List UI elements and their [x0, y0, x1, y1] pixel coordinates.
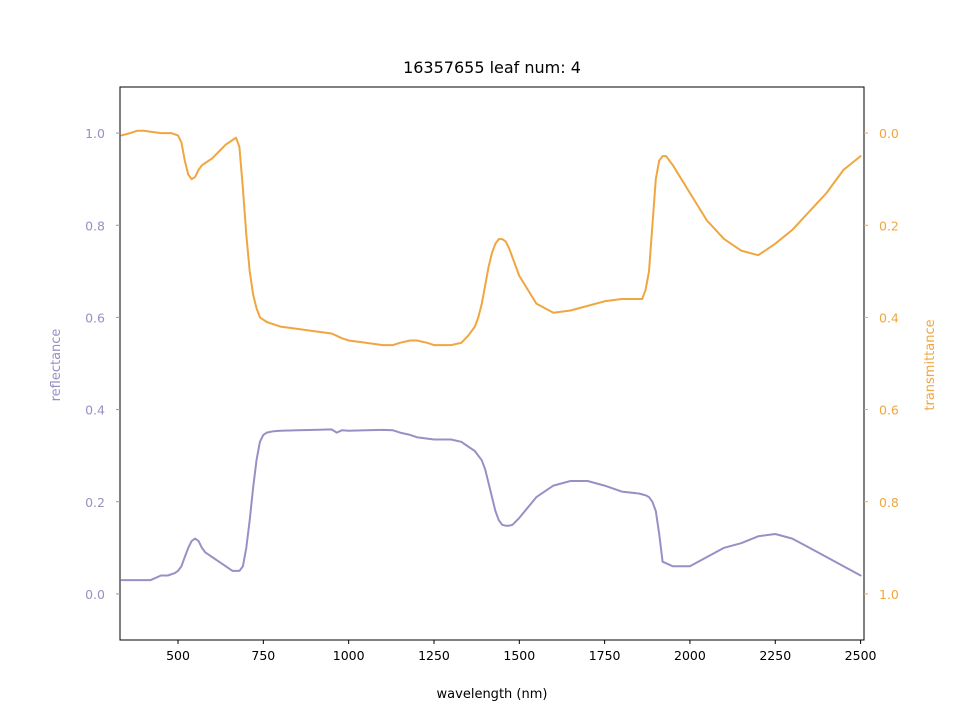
x-axis-label: wavelength (nm): [437, 687, 548, 702]
y-right-tick-label: 0.8: [879, 495, 899, 510]
x-tick-label: 1750: [589, 648, 621, 663]
x-tick-label: 1500: [503, 648, 535, 663]
y-left-tick-label: 0.4: [85, 403, 105, 418]
y-axis-left: 0.0 0.2 0.4 0.6 0.8 1.0: [85, 126, 120, 602]
y-right-tick-label: 0.6: [879, 403, 899, 418]
x-tick-label: 1250: [418, 648, 450, 663]
chart-title: 16357655 leaf num: 4: [403, 58, 581, 77]
x-tick-label: 2500: [845, 648, 877, 663]
y-axis-right-label: transmittance: [923, 319, 938, 410]
x-tick-label: 500: [166, 648, 190, 663]
x-tick-label: 1000: [333, 648, 365, 663]
plot-frame: [119, 86, 865, 641]
x-tick-label: 750: [251, 648, 275, 663]
x-tick-label: 2000: [674, 648, 706, 663]
reflectance-line: [120, 428, 862, 582]
transmittance-line: [120, 129, 862, 347]
y-right-tick-label: 0.4: [879, 310, 899, 325]
x-axis: 500 750 1000 1250 1500 1750 2000 2250 2500: [166, 640, 877, 663]
y-axis-left-label: reflectance: [49, 329, 64, 402]
y-right-tick-label: 0.2: [879, 218, 899, 233]
y-right-tick-label: 0.0: [879, 126, 899, 141]
y-left-tick-label: 0.8: [85, 218, 105, 233]
y-left-tick-label: 0.0: [85, 587, 105, 602]
y-left-tick-label: 1.0: [85, 126, 105, 141]
y-left-tick-label: 0.6: [85, 310, 105, 325]
x-tick-label: 2250: [759, 648, 791, 663]
y-left-tick-label: 0.2: [85, 495, 105, 510]
series-layer: [120, 129, 862, 582]
y-right-tick-label: 1.0: [879, 587, 899, 602]
y-axis-right: 0.0 0.2 0.4 0.6 0.8 1.0: [864, 126, 899, 602]
